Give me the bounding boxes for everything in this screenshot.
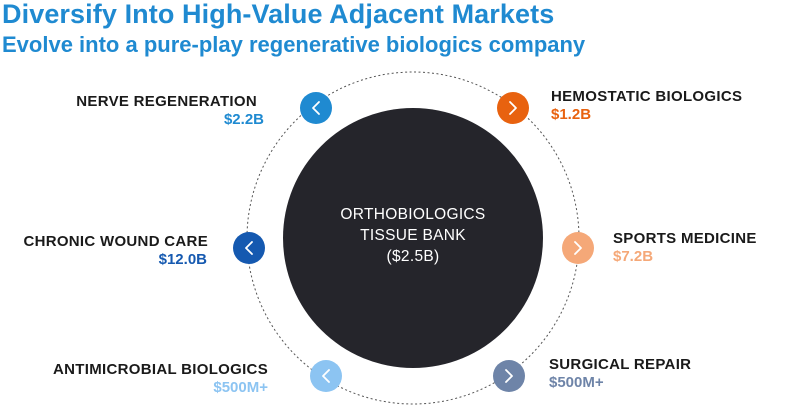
hub-label-line2: TISSUE BANK	[360, 227, 466, 244]
chronic-wound-care-label: CHRONIC WOUND CARE	[23, 233, 208, 250]
chronic-wound-care-dot	[233, 232, 265, 264]
chronic-wound-care-value: $12.0B	[158, 251, 207, 268]
nerve-regeneration-node[interactable]	[300, 92, 332, 124]
hemostatic-biologics-dot	[497, 92, 529, 124]
nerve-regeneration-value: $2.2B	[223, 111, 264, 128]
sports-medicine-node[interactable]	[562, 232, 594, 264]
chevron-right-icon	[574, 241, 582, 255]
surgical-repair-node[interactable]	[493, 360, 525, 392]
surgical-repair-label: SURGICAL REPAIR	[549, 356, 692, 373]
slide-subtitle: Evolve into a pure-play regenerative bio…	[2, 32, 586, 57]
surgical-repair-dot	[493, 360, 525, 392]
chevron-left-icon	[245, 241, 253, 255]
antimicrobial-biologics-node[interactable]	[310, 360, 342, 392]
hub-label-line1: ORTHOBIOLOGICS	[340, 206, 486, 223]
chevron-left-icon	[312, 101, 320, 115]
hub-circle	[283, 108, 543, 368]
hemostatic-biologics-label: HEMOSTATIC BIOLOGICS	[551, 88, 743, 105]
nerve-regeneration-dot	[300, 92, 332, 124]
chevron-right-icon	[509, 101, 517, 115]
chronic-wound-care-node[interactable]	[233, 232, 265, 264]
hemostatic-biologics-value: $1.2B	[551, 106, 592, 123]
surgical-repair-value: $500M+	[549, 374, 604, 391]
antimicrobial-biologics-dot	[310, 360, 342, 392]
antimicrobial-biologics-label: ANTIMICROBIAL BIOLOGICS	[53, 361, 268, 378]
hub-label-value: ($2.5B)	[386, 248, 440, 265]
sports-medicine-label: SPORTS MEDICINE	[613, 230, 757, 247]
slide-title: Diversify Into High-Value Adjacent Marke…	[2, 0, 555, 29]
chevron-left-icon	[322, 369, 330, 383]
nerve-regeneration-label: NERVE REGENERATION	[76, 93, 257, 110]
sports-medicine-dot	[562, 232, 594, 264]
antimicrobial-biologics-value: $500M+	[213, 379, 268, 396]
chevron-right-icon	[505, 369, 513, 383]
hemostatic-biologics-node[interactable]	[497, 92, 529, 124]
sports-medicine-value: $7.2B	[613, 248, 654, 265]
